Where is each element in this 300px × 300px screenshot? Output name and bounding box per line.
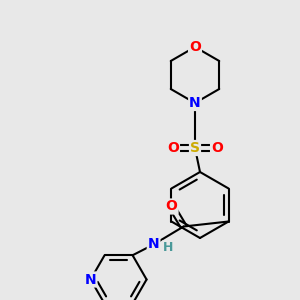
Text: O: O (166, 200, 178, 214)
Text: N: N (148, 238, 159, 251)
Text: O: O (211, 141, 223, 155)
Text: H: H (162, 241, 173, 254)
Text: S: S (190, 141, 200, 155)
Text: N: N (85, 272, 96, 286)
Text: O: O (189, 40, 201, 54)
Text: N: N (189, 96, 201, 110)
Text: O: O (167, 141, 179, 155)
